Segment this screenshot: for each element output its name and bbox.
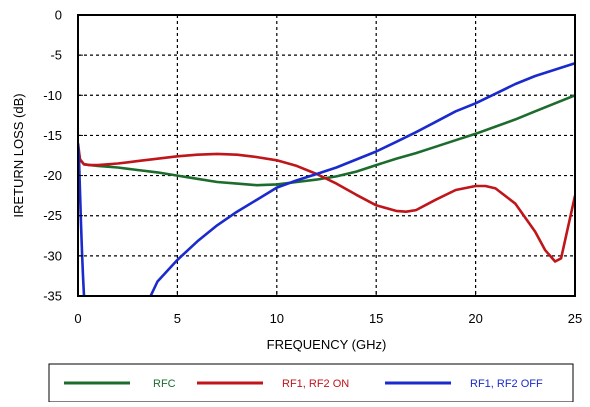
y-tick-label: 0 [55,8,62,23]
x-tick-label: 25 [568,311,582,326]
x-tick-label: 5 [174,311,181,326]
series-line-rf1-rf2-off [78,143,86,296]
legend-label: RFC [153,378,176,390]
x-tick-label: 15 [369,311,383,326]
y-tick-label: -10 [43,88,62,103]
x-axis-label: FREQUENCY (GHz) [267,337,387,352]
legend-label: RF1, RF2 ON [282,378,349,390]
x-tick-label: 10 [270,311,284,326]
y-tick-label: -35 [43,289,62,304]
y-tick-label: -5 [50,48,62,63]
series-line-rf1-rf2-on [78,143,575,263]
y-tick-label: -30 [43,248,62,263]
legend: RFC RF1, RF2 ON RF1, RF2 OFF [64,378,543,390]
y-axis-label: IRETURN LOSS (dB) [11,93,26,217]
series-line-rf1-rf2-off-segment-2 [149,61,575,296]
series-lines [78,61,575,296]
plot-area-border [77,14,576,297]
y-tick-label: -15 [43,128,62,143]
legend-label: RF1, RF2 OFF [470,378,543,390]
grid-lines [78,15,575,296]
y-tick-label: -20 [43,168,62,183]
legend-box [48,363,574,403]
axis-ticks: 0 5 10 15 20 25 0 -5 -10 -15 -20 -25 -30 -35 [43,8,582,327]
series-line-rfc [78,94,575,187]
y-tick-label: -25 [43,208,62,223]
x-tick-label: 20 [468,311,482,326]
x-tick-label: 0 [74,311,81,326]
